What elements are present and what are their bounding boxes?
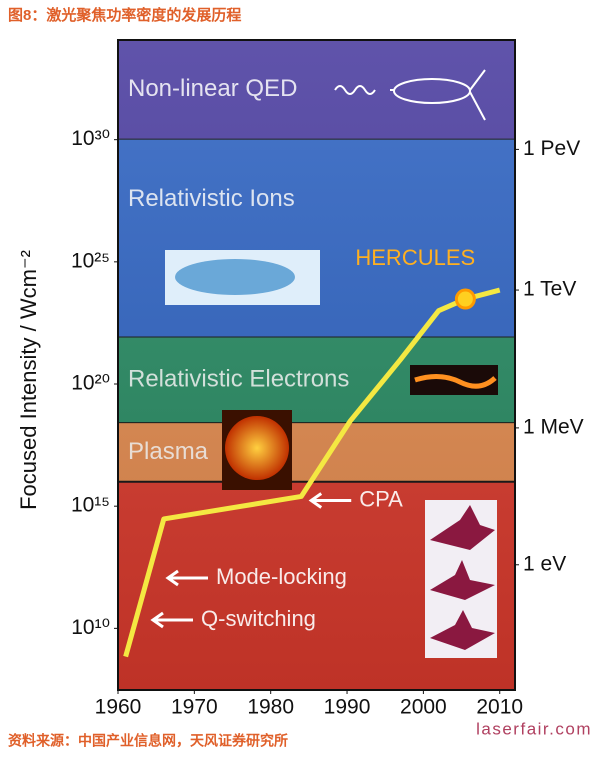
annotation-arrow [165, 569, 208, 587]
y-tick-label: 10²⁰ [71, 372, 110, 395]
mode-peaks [430, 505, 495, 650]
annotation: CPA [359, 486, 403, 511]
plot-frame [117, 39, 516, 691]
y-axis-title: Focused Intensity / Wcm⁻² [16, 250, 41, 510]
annotation: HERCULES [355, 245, 475, 270]
x-tick-label: 1980 [247, 696, 294, 719]
y-tick-label: 10²⁵ [71, 249, 110, 272]
annotation-arrow [150, 611, 193, 629]
y-tick-label: 10¹⁵ [71, 494, 110, 517]
y2-tick-label: 1 TeV [523, 278, 576, 301]
watermark: laserfair.com [476, 719, 592, 738]
y-tick-label: 10³⁰ [71, 127, 110, 150]
x-tick-label: 1990 [324, 696, 371, 719]
x-tick-label: 2010 [476, 696, 523, 719]
plasma-sun [225, 416, 289, 480]
feynman-diagram [334, 69, 486, 121]
y-tick-label: 10¹⁰ [71, 616, 110, 639]
feynman-loop [393, 78, 471, 104]
x-tick-label: 1960 [95, 696, 142, 719]
ion-image-shape [175, 259, 295, 295]
source: 资料来源：中国产业信息网，天风证券研究所 [8, 733, 288, 749]
x-tick-label: 1970 [171, 696, 218, 719]
chart-title: 图8：激光聚焦功率密度的发展历程 [8, 6, 241, 24]
annotation: Q-switching [201, 606, 316, 631]
annotation-arrow [308, 492, 352, 509]
y2-tick-label: 1 PeV [523, 137, 580, 160]
annotation: Mode-locking [216, 564, 347, 589]
y2-tick-label: 1 MeV [523, 415, 584, 438]
hercules-point [454, 288, 476, 310]
x-tick-label: 2000 [400, 696, 447, 719]
y2-tick-label: 1 eV [523, 552, 566, 575]
electron-beam [414, 374, 497, 389]
